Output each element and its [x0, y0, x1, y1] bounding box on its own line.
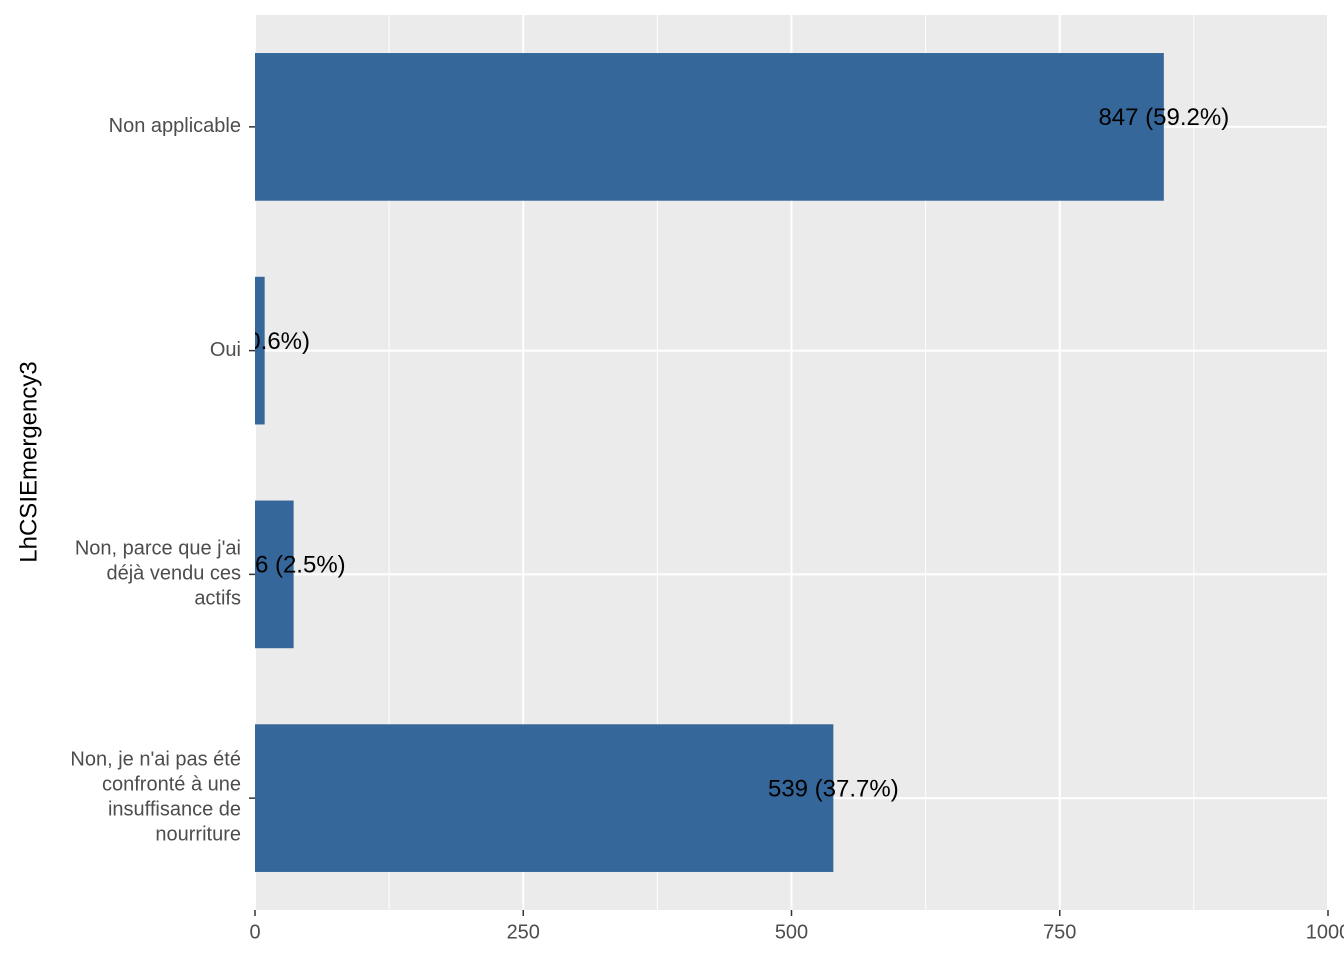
x-tick-label: 750	[1043, 921, 1076, 943]
x-tick-label: 0	[249, 921, 260, 943]
x-tick-label: 500	[775, 921, 808, 943]
bar	[255, 724, 834, 872]
y-tick-label: Non, je n'ai pas été confronté à une insuf…	[70, 749, 241, 846]
value-label: 36 (2.5%)	[242, 552, 346, 579]
y-tick-label: Non, parce que j'ai déjà vendu ces actifs	[75, 538, 241, 610]
y-tick-label: Oui	[210, 339, 241, 361]
value-label: 847 (59.2%)	[1098, 104, 1229, 131]
bar	[255, 500, 294, 649]
x-tick-label: 1000	[1306, 921, 1344, 943]
bar	[255, 53, 1164, 201]
x-tick-label: 250	[507, 921, 540, 943]
y-axis-title: LhCSIEmergency3	[15, 361, 42, 562]
bar	[255, 276, 265, 425]
y-tick-label: Non applicable	[109, 115, 241, 137]
value-label: 9 (0.6%)	[219, 328, 310, 355]
value-label: 539 (37.7%)	[768, 775, 899, 802]
